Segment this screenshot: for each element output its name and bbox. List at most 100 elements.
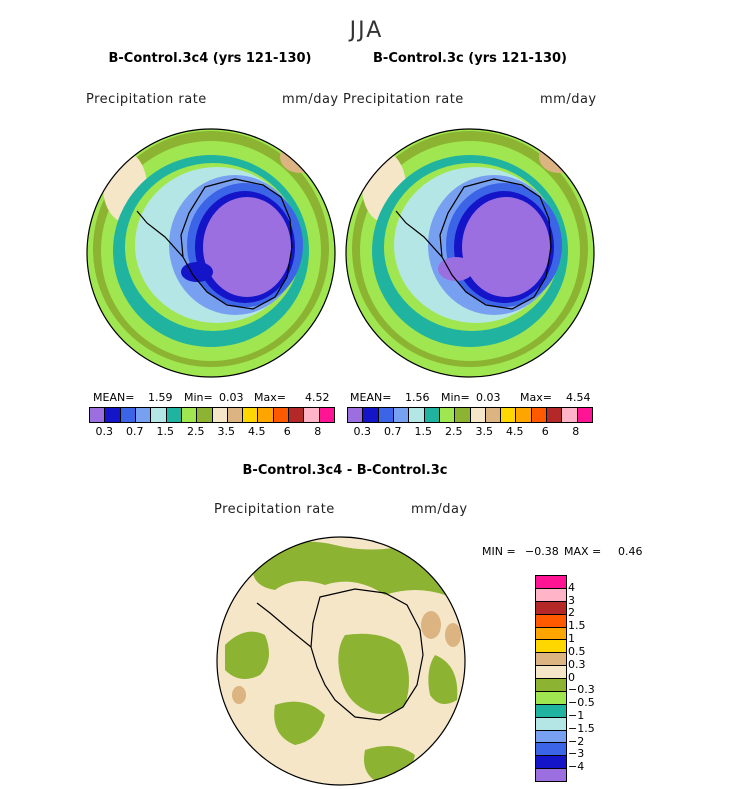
colorbar-swatch	[536, 679, 566, 692]
colorbar-swatch	[577, 408, 592, 422]
colorbar-swatch	[536, 601, 566, 615]
colorbar-tick-label: 2.5	[187, 425, 205, 438]
colorbar-swatch	[363, 408, 379, 422]
right-panel-title: B-Control.3c (yrs 121-130)	[373, 51, 567, 66]
colorbar-swatch	[536, 730, 566, 744]
colorbar-swatch	[439, 408, 456, 422]
colorbar-tick-label: 0	[568, 670, 575, 684]
colorbar-swatch	[536, 756, 566, 770]
colorbar-tick-label: −2	[568, 734, 585, 748]
colorbar-tick-label: 8	[314, 425, 322, 438]
colorbar-swatch	[120, 408, 136, 422]
colorbar-tick-label: 1	[568, 632, 575, 646]
diff-polar-map	[216, 536, 466, 786]
right-units-label: mm/day	[540, 92, 597, 107]
colorbar-swatch	[289, 408, 305, 422]
left-panel-title: B-Control.3c4 (yrs 121-130)	[108, 51, 312, 66]
colorbar-tick-label: 0.3	[568, 657, 586, 671]
colorbar-swatch	[536, 640, 566, 654]
colorbar-tick-label: 3	[568, 593, 575, 607]
colorbar-tick-label: −3	[568, 747, 585, 761]
colorbar-swatch	[393, 408, 410, 422]
colorbar-tick-label: 1.5	[568, 619, 586, 633]
colorbar-tick-label: 2	[568, 606, 575, 620]
colorbar-tick-label: 4.5	[506, 425, 524, 438]
colorbar-tick-label: −1.5	[568, 721, 595, 735]
colorbar-tick-label: 1.5	[414, 425, 433, 438]
colorbar-tick-label: 4.5	[248, 425, 266, 438]
colorbar-tick-label: 0.3	[353, 425, 372, 438]
colorbar-swatch	[105, 408, 121, 422]
diff-panel-title: B-Control.3c4 - B-Control.3c	[242, 463, 448, 478]
colorbar-swatch	[273, 408, 290, 422]
colorbar-tick-label: −0.3	[568, 683, 595, 697]
colorbar-tick-label: 0.5	[568, 644, 586, 658]
right-min-label: Min=	[441, 391, 470, 404]
colorbar-tick-label: 0.7	[384, 425, 402, 438]
colorbar-tick-label: 3.5	[217, 425, 236, 438]
colorbar-swatch	[536, 743, 566, 757]
colorbar-swatch	[409, 408, 425, 422]
right-colorbar-ticks: 0.3 0.7 1.5 2.5 3.5 4.5 6 8	[347, 425, 591, 439]
colorbar-swatch	[536, 653, 566, 667]
left-polar-map	[86, 128, 336, 378]
colorbar-swatch	[151, 408, 167, 422]
colorbar-tick-label: −4	[568, 760, 585, 774]
colorbar-swatch	[536, 704, 566, 718]
diff-variable-label: Precipitation rate	[214, 502, 335, 517]
left-max-label: Max=	[254, 391, 286, 404]
colorbar-tick-label: −1	[568, 708, 585, 722]
right-mean-value: 1.56	[405, 391, 430, 404]
colorbar-swatch	[348, 408, 364, 422]
colorbar-swatch	[212, 408, 228, 422]
left-units-label: mm/day	[282, 92, 339, 107]
colorbar-swatch	[181, 408, 198, 422]
colorbar-tick-label: 8	[572, 425, 580, 438]
season-title: JJA	[349, 18, 384, 43]
colorbar-tick-label: −0.5	[568, 696, 595, 710]
left-min-label: Min=	[184, 391, 213, 404]
left-variable-label: Precipitation rate	[86, 92, 207, 107]
left-colorbar-ticks: 0.3 0.7 1.5 2.5 3.5 4.5 6 8	[89, 425, 333, 439]
colorbar-tick-label: 6	[283, 425, 291, 438]
colorbar-swatch	[536, 666, 566, 679]
right-colorbar	[347, 407, 593, 423]
colorbar-swatch	[501, 408, 517, 422]
colorbar-tick-label: 2.5	[445, 425, 463, 438]
colorbar-swatch	[378, 408, 394, 422]
left-colorbar	[89, 407, 335, 423]
colorbar-swatch	[485, 408, 502, 422]
colorbar-tick-label: 6	[541, 425, 549, 438]
colorbar-swatch	[531, 408, 548, 422]
colorbar-swatch	[536, 614, 566, 628]
colorbar-swatch	[455, 408, 471, 422]
colorbar-swatch	[135, 408, 152, 422]
colorbar-swatch	[304, 408, 320, 422]
diff-colorbar	[535, 575, 567, 782]
colorbar-swatch	[547, 408, 563, 422]
colorbar-swatch	[536, 691, 566, 705]
colorbar-swatch	[536, 627, 566, 641]
colorbar-swatch	[90, 408, 106, 422]
right-max-label: Max=	[520, 391, 552, 404]
colorbar-swatch	[562, 408, 578, 422]
colorbar-tick-label: 0.7	[126, 425, 144, 438]
left-mean-label: MEAN=	[93, 391, 135, 404]
diff-min-value: −0.38	[525, 545, 559, 558]
left-min-value: 0.03	[219, 391, 244, 404]
colorbar-tick-label: 0.3	[95, 425, 114, 438]
colorbar-swatch	[470, 408, 486, 422]
colorbar-swatch	[166, 408, 182, 422]
colorbar-swatch	[536, 576, 566, 589]
colorbar-tick-label: 4	[568, 580, 575, 594]
diff-max-value: 0.46	[618, 545, 643, 558]
diff-colorbar-ticks: 4 3 2 1.5 1 0.5 0.3 0 −0.3 −0.5 −1 −1.5 −2 −3 −4	[568, 575, 608, 780]
right-max-value: 4.54	[566, 391, 591, 404]
diff-units-label: mm/day	[411, 502, 468, 517]
left-mean-value: 1.59	[148, 391, 173, 404]
right-min-value: 0.03	[476, 391, 501, 404]
colorbar-swatch	[516, 408, 532, 422]
colorbar-swatch	[258, 408, 274, 422]
colorbar-swatch	[197, 408, 213, 422]
colorbar-swatch	[536, 588, 566, 602]
